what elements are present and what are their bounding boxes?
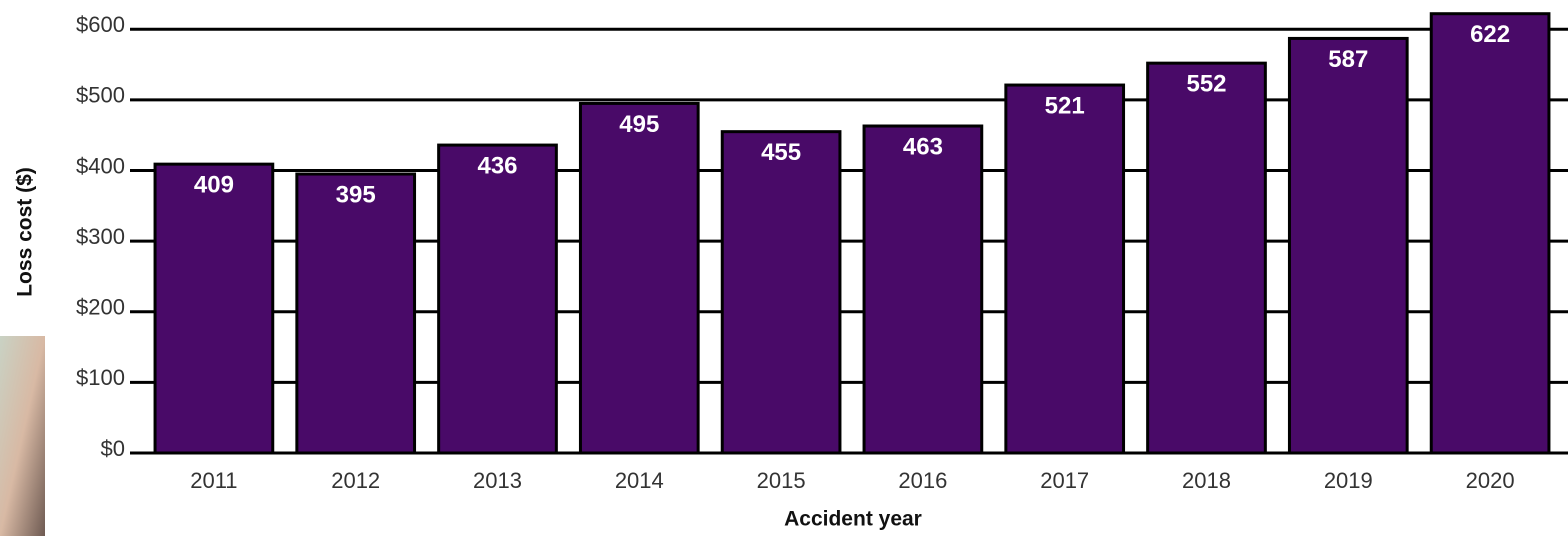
bar <box>862 124 984 455</box>
photo-thumbnail <box>0 336 45 536</box>
bar <box>1429 12 1551 455</box>
x-tick-label: 2020 <box>1466 468 1515 493</box>
x-tick-label: 2016 <box>898 468 947 493</box>
y-tick-label: $100 <box>76 365 125 390</box>
x-tick-label: 2013 <box>473 468 522 493</box>
y-tick-label: $0 <box>101 436 125 461</box>
value-label: 395 <box>336 181 376 208</box>
bar <box>295 172 417 455</box>
bar <box>1004 83 1126 455</box>
x-tick-label: 2011 <box>190 468 237 493</box>
bar <box>578 101 700 455</box>
bar <box>1146 61 1267 455</box>
value-label: 436 <box>477 152 517 179</box>
value-label: 587 <box>1328 46 1368 73</box>
bar <box>720 130 842 455</box>
y-tick-label: $400 <box>76 153 125 178</box>
bar <box>437 143 558 455</box>
y-tick-label: $600 <box>76 12 125 37</box>
y-tick-label: $200 <box>76 295 125 320</box>
value-label: 463 <box>903 133 943 160</box>
value-label: 455 <box>761 139 801 166</box>
bar <box>1287 36 1409 455</box>
x-tick-label: 2012 <box>331 468 380 493</box>
x-tick-label: 2015 <box>757 468 806 493</box>
value-label: 552 <box>1186 70 1226 97</box>
value-label: 521 <box>1045 92 1085 119</box>
x-tick-label: 2018 <box>1182 468 1231 493</box>
x-tick-label: 2017 <box>1040 468 1089 493</box>
value-label: 495 <box>619 111 659 138</box>
value-label: 622 <box>1470 21 1510 48</box>
x-axis-label: Accident year <box>784 508 922 531</box>
bar <box>153 162 275 455</box>
value-label: 409 <box>194 171 234 198</box>
x-tick-label: 2019 <box>1324 468 1373 493</box>
y-axis-label: Loss cost ($) <box>14 167 37 297</box>
y-tick-label: $300 <box>76 224 125 249</box>
y-tick-label: $500 <box>76 83 125 108</box>
x-tick-label: 2014 <box>615 468 664 493</box>
